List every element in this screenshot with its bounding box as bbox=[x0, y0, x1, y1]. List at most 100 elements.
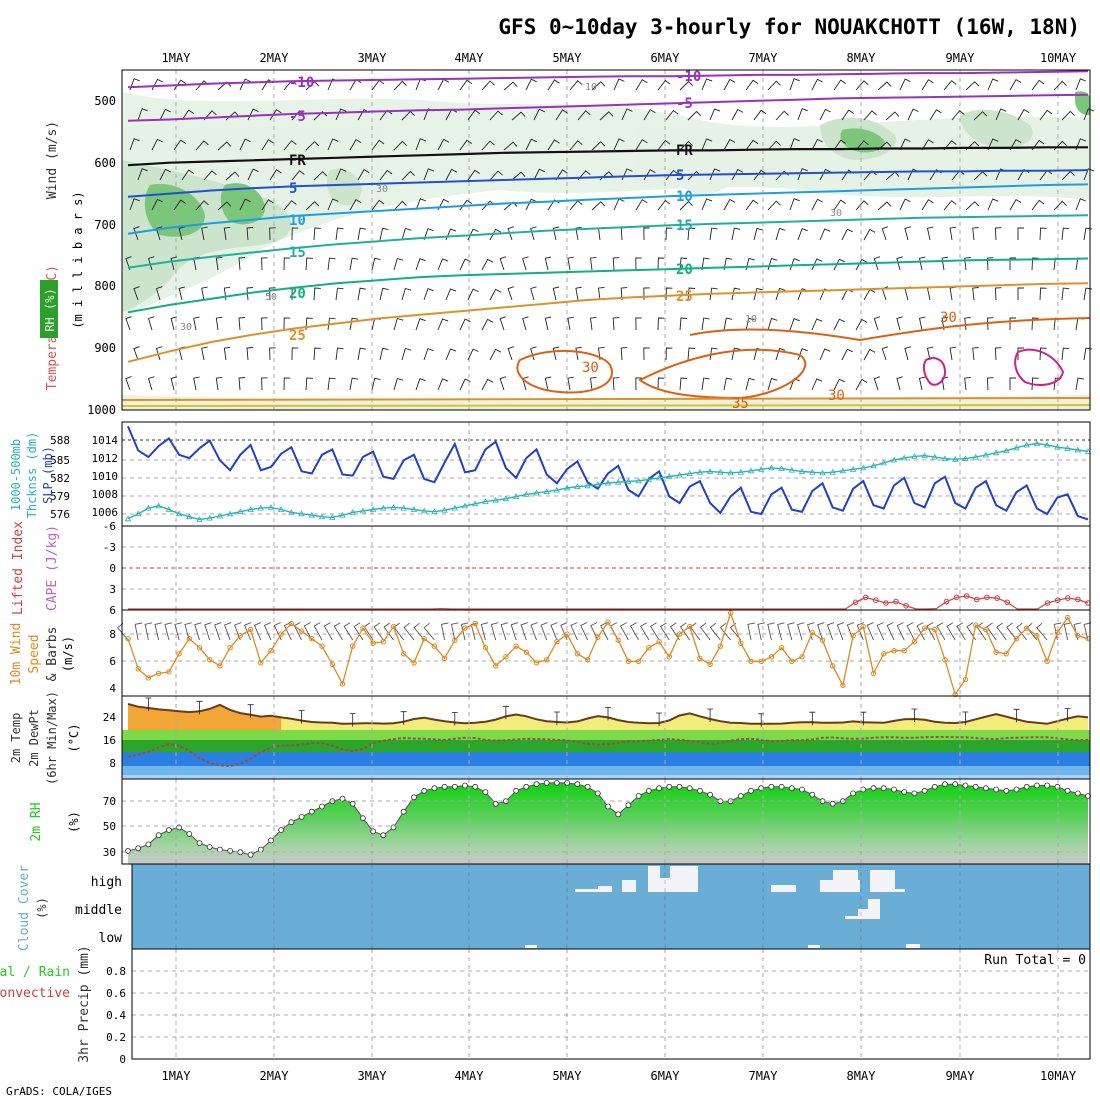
lifted-index-point bbox=[883, 600, 889, 606]
rh-point bbox=[1044, 782, 1050, 789]
wind-barb bbox=[723, 138, 736, 151]
wind-barb bbox=[943, 80, 957, 91]
wind-barb bbox=[873, 316, 881, 331]
wind-barb bbox=[811, 138, 823, 151]
wind-barb bbox=[629, 622, 639, 641]
wind-barb bbox=[204, 622, 212, 641]
wind-speed-line bbox=[127, 610, 1089, 697]
wind-speed-point bbox=[1013, 636, 1020, 642]
wind-barb bbox=[170, 316, 178, 331]
thickness-point bbox=[431, 508, 438, 515]
side-label-wind-3: & Barbs bbox=[45, 627, 60, 682]
side-label-lifted-index: Lifted Index bbox=[11, 521, 26, 615]
wind-speed-point bbox=[145, 675, 152, 681]
rh-point bbox=[635, 793, 642, 799]
wind-barb bbox=[701, 138, 713, 151]
wind-barb bbox=[437, 138, 450, 151]
thickness-point bbox=[880, 459, 887, 466]
wind-barb bbox=[239, 198, 251, 211]
wind-barb bbox=[873, 256, 881, 271]
side-label-precip-conv: Convective bbox=[0, 986, 70, 1001]
wind-barb bbox=[291, 170, 305, 181]
wind-barb bbox=[335, 287, 344, 301]
wind-barb bbox=[1016, 622, 1028, 641]
wind-barb bbox=[811, 198, 823, 211]
rh-point bbox=[319, 803, 325, 810]
wind-speed-point bbox=[554, 639, 560, 645]
wind-barb bbox=[467, 169, 481, 181]
wind-barb bbox=[591, 81, 606, 91]
isotherm-line bbox=[127, 257, 1089, 314]
wind-barb bbox=[753, 287, 763, 301]
wind-barb bbox=[489, 288, 502, 301]
cloud-axis: high middle low bbox=[75, 875, 122, 946]
x-tick-label: 7MAY bbox=[749, 1069, 779, 1083]
wind-speed-point bbox=[656, 639, 662, 645]
rh-contour-label: 30 bbox=[180, 322, 192, 333]
wind-barb bbox=[246, 227, 254, 241]
rh-point bbox=[186, 831, 193, 837]
wind-barb bbox=[445, 348, 457, 361]
isotherm-line bbox=[127, 93, 1089, 122]
y-tick-label: 585 bbox=[50, 454, 70, 467]
wind-barb bbox=[151, 198, 163, 211]
rh-point bbox=[227, 848, 234, 854]
wind-speed-point bbox=[911, 639, 918, 645]
wind-barb bbox=[995, 108, 1007, 121]
x-tick-label: 9MAY bbox=[946, 51, 976, 65]
wind-speed-point bbox=[278, 631, 284, 637]
wind-barb bbox=[1039, 287, 1047, 301]
side-label-thickness-2: Thcknss (dm) bbox=[25, 432, 39, 519]
rh-point bbox=[829, 800, 836, 807]
y-tick-label: 24 bbox=[103, 711, 117, 724]
temp-minmax-bar bbox=[962, 711, 969, 725]
wind-barb bbox=[599, 111, 614, 121]
wind-barb bbox=[181, 169, 194, 181]
wind-barb bbox=[489, 170, 503, 181]
wind-barb bbox=[173, 79, 186, 91]
x-tick-label: 2MAY bbox=[260, 1069, 290, 1083]
wind-barb bbox=[238, 317, 246, 331]
y-tick-label: 576 bbox=[50, 508, 70, 521]
wind-barb bbox=[575, 286, 582, 301]
isotherm-label: -10 bbox=[676, 69, 701, 85]
rh-point bbox=[400, 808, 407, 815]
wind-barb bbox=[811, 258, 823, 271]
wind-barb bbox=[643, 227, 650, 241]
wind-barb bbox=[144, 622, 152, 641]
x-tick-label: 1MAY bbox=[162, 1069, 192, 1083]
thickness-point bbox=[175, 510, 183, 517]
wind-barb bbox=[1036, 622, 1048, 641]
thickness-point bbox=[339, 511, 346, 518]
wind-barb bbox=[522, 316, 529, 331]
wind-barb bbox=[481, 378, 494, 391]
wind-barb bbox=[371, 377, 381, 391]
wind-speed-point bbox=[186, 636, 193, 642]
x-tick-label: 10MAY bbox=[1040, 51, 1077, 65]
rh-point bbox=[370, 828, 377, 835]
wind-barb bbox=[244, 622, 252, 641]
wind-barb bbox=[1031, 199, 1045, 211]
wind-barb bbox=[936, 622, 946, 641]
wind-barb bbox=[269, 109, 282, 121]
thickness-point bbox=[257, 504, 264, 511]
wind-barb bbox=[600, 622, 609, 641]
wind-barb bbox=[569, 140, 583, 151]
rh-point bbox=[1064, 787, 1071, 794]
rh-point bbox=[666, 783, 673, 790]
wind-speed-point bbox=[360, 625, 366, 631]
wind-barb bbox=[305, 257, 313, 271]
rh-point bbox=[268, 837, 274, 844]
rh-point bbox=[145, 841, 152, 848]
wind-barb bbox=[701, 198, 713, 211]
wind-barb bbox=[613, 78, 625, 91]
wind-speed-point bbox=[778, 645, 785, 651]
rh-grid bbox=[122, 779, 1090, 864]
wind-barb bbox=[841, 348, 853, 361]
x-tick-label: 5MAY bbox=[553, 1069, 583, 1083]
temp-minmax-bar bbox=[809, 711, 816, 726]
isotherm-label: -5 bbox=[289, 109, 306, 125]
thickness-point bbox=[890, 456, 898, 463]
wind-barb bbox=[972, 287, 979, 301]
wind-speed-point bbox=[1024, 625, 1030, 631]
